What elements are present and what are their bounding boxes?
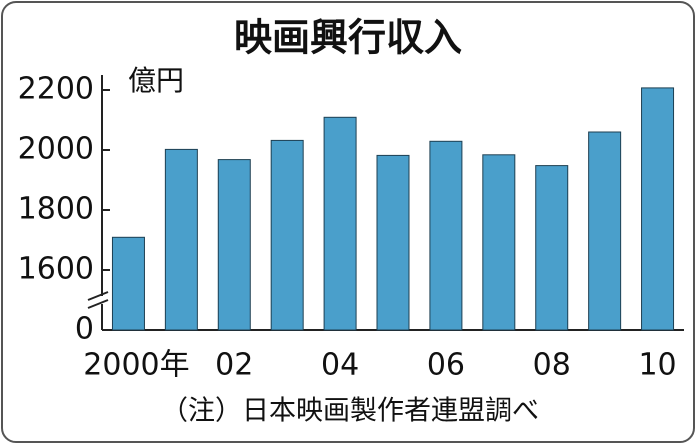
- bar: [376, 154, 410, 331]
- bar: [588, 131, 622, 331]
- bar: [270, 139, 304, 331]
- bar: [164, 148, 198, 331]
- bar: [535, 165, 569, 331]
- chart-title: 映画興行収入: [234, 16, 462, 60]
- x-tick-label: 10: [638, 348, 676, 383]
- y-tick-label: 2000: [18, 132, 94, 167]
- bar: [482, 154, 516, 331]
- unit-label: 億円: [128, 64, 184, 97]
- bar: [641, 87, 675, 331]
- y-tick-label: 1800: [18, 192, 94, 227]
- bar: [429, 140, 463, 331]
- axis-break: [87, 291, 109, 301]
- x-tick-label: 2000年: [83, 348, 189, 383]
- x-tick-label: 02: [215, 348, 253, 383]
- x-tick-label: 04: [321, 348, 359, 383]
- bar: [111, 236, 145, 331]
- x-tick-label: 08: [533, 348, 571, 383]
- axis-break: [87, 299, 109, 309]
- y-tick-label: 1600: [18, 252, 94, 287]
- y-tick-label: 2200: [18, 72, 94, 107]
- y-tick-label: 0: [75, 312, 94, 347]
- axis-break-gap: [88, 296, 108, 304]
- bar: [323, 116, 357, 331]
- x-tick-label: 06: [427, 348, 465, 383]
- bar: [217, 159, 251, 331]
- note: （注）日本映画製作者連盟調べ: [161, 396, 539, 427]
